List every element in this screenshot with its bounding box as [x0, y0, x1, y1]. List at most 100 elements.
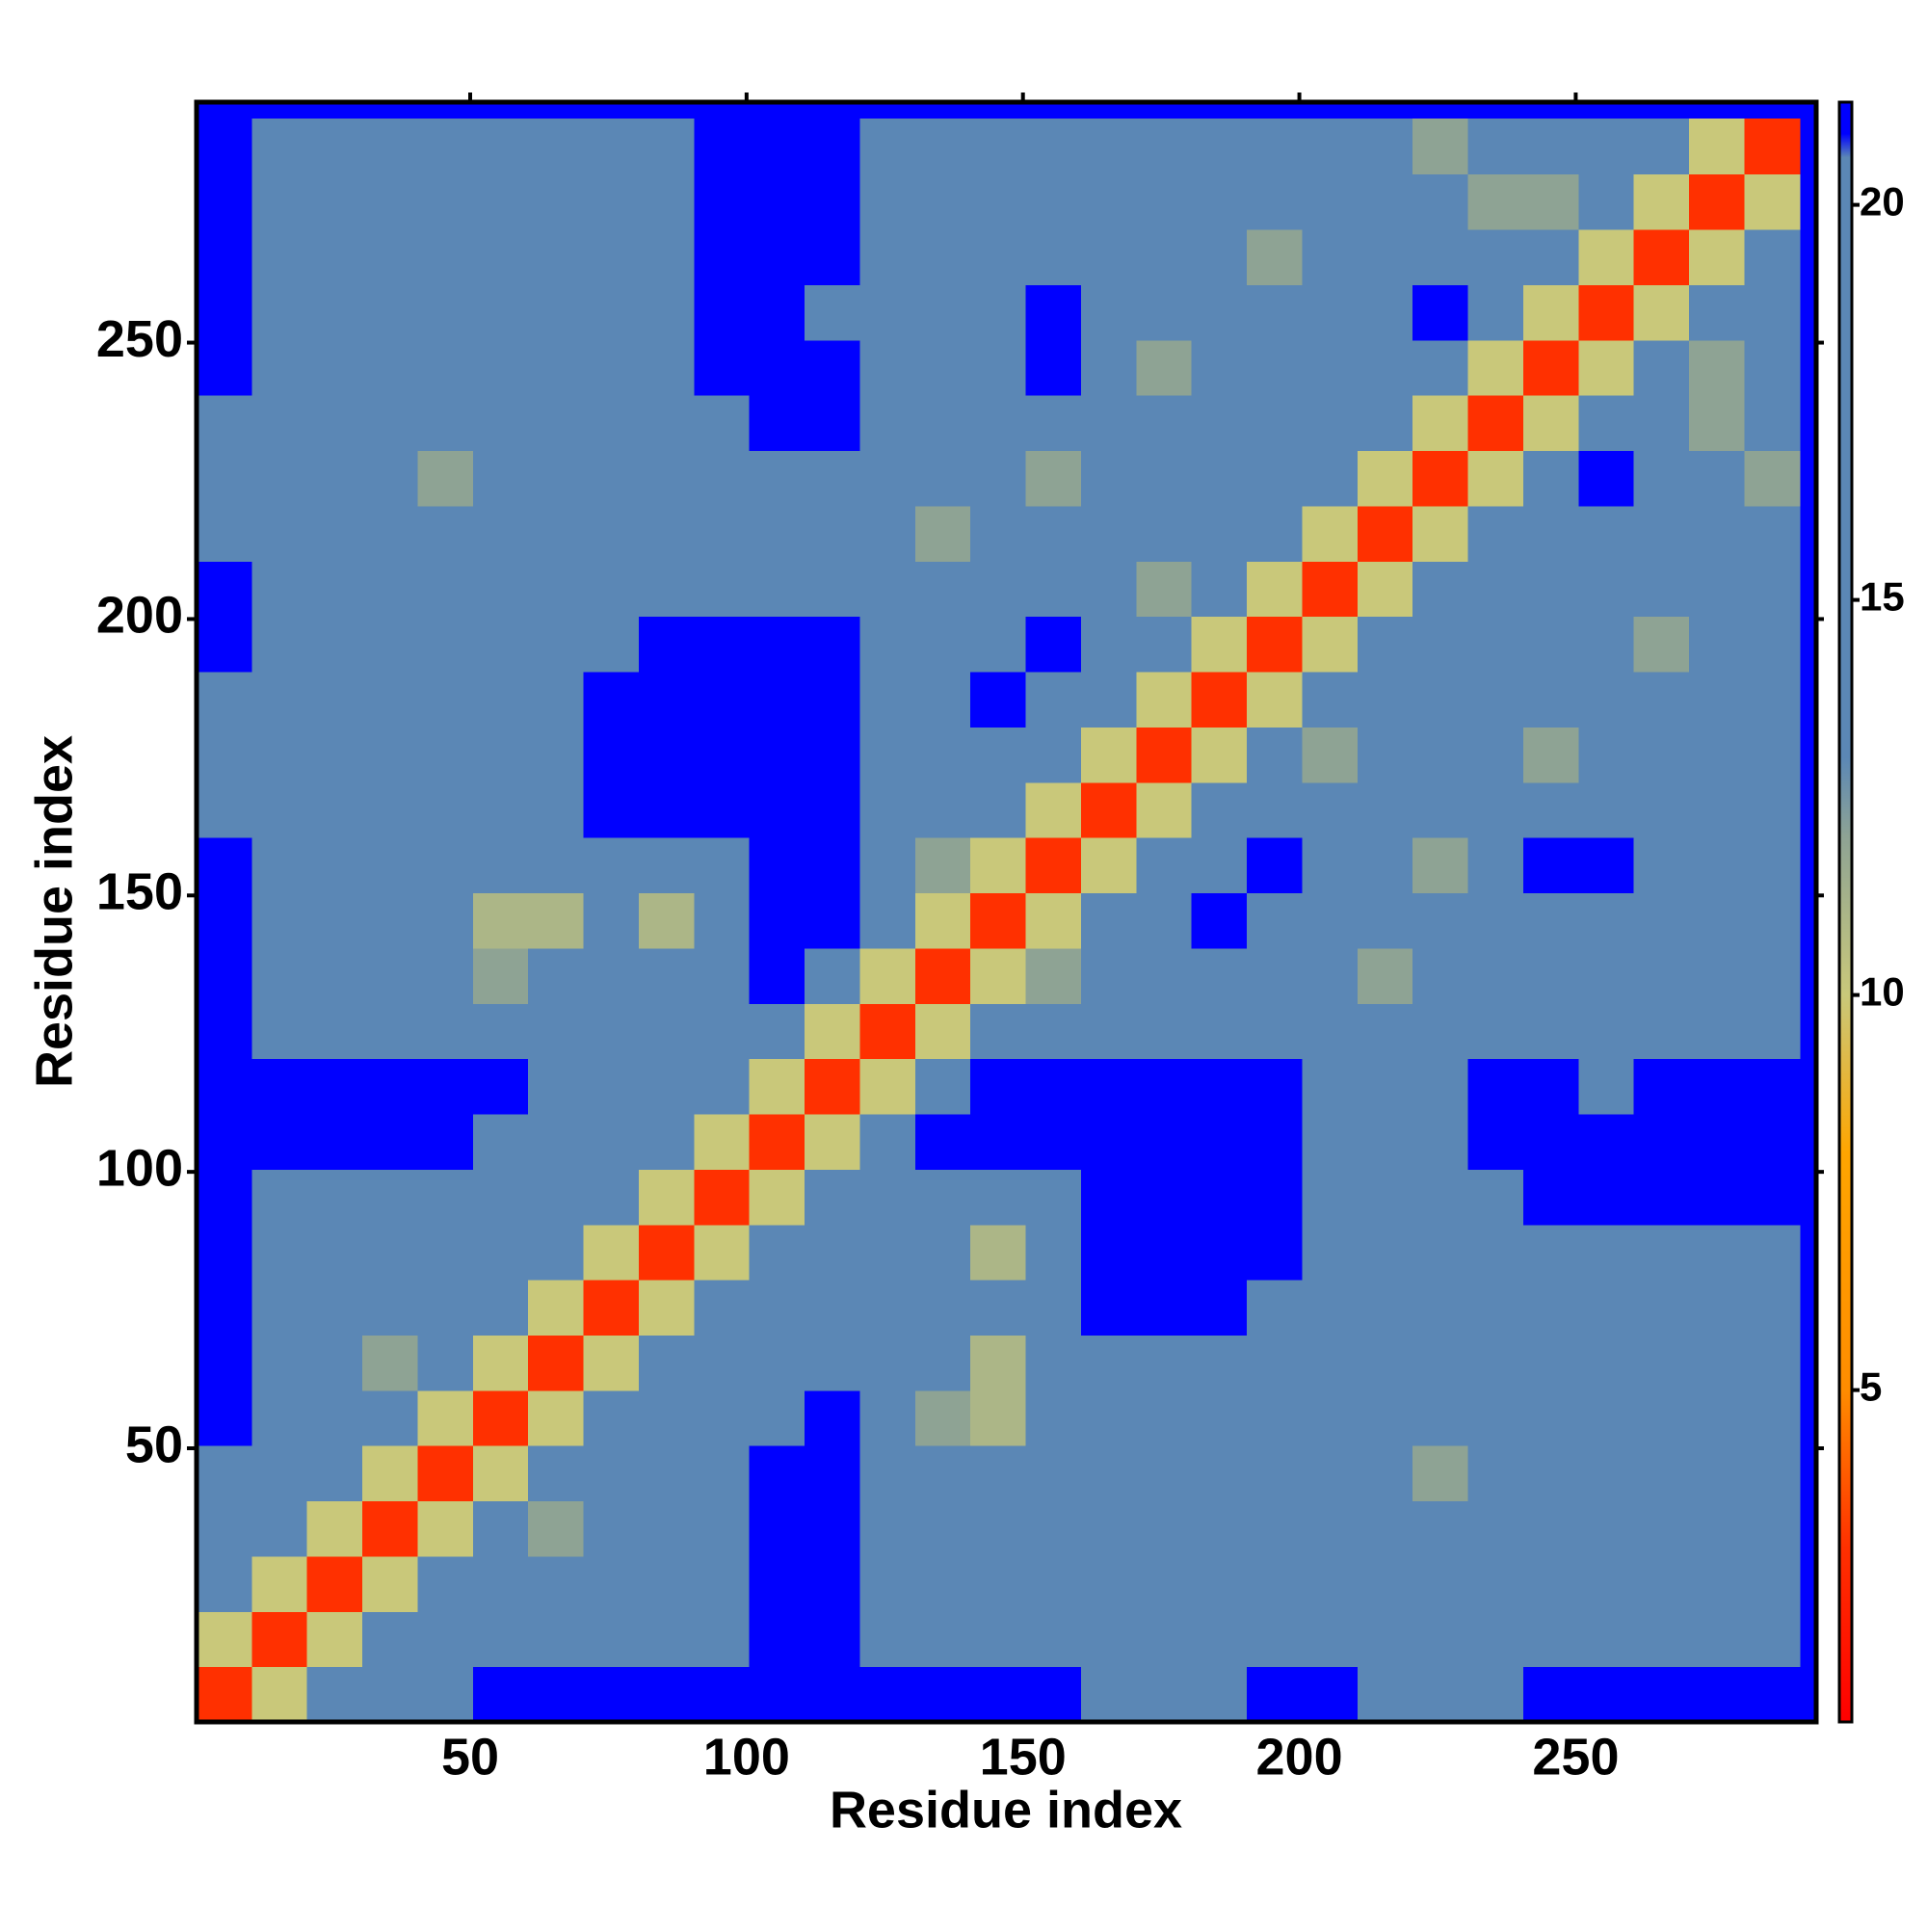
heatmap-cell	[306, 395, 363, 452]
heatmap-cell	[1191, 505, 1248, 562]
heatmap-cell	[1302, 1335, 1359, 1391]
heatmap-cell	[638, 1003, 695, 1060]
heatmap-cell	[1578, 228, 1635, 285]
heatmap-cell	[251, 1003, 308, 1060]
heatmap-cell	[749, 1169, 805, 1226]
heatmap-cell	[1412, 119, 1469, 175]
heatmap-cell	[197, 505, 252, 562]
heatmap-cell	[1025, 1335, 1082, 1391]
heatmap-cell	[638, 505, 695, 562]
heatmap-cell	[1633, 671, 1690, 728]
heatmap-cell	[1522, 671, 1579, 728]
heatmap-cell	[749, 1611, 805, 1668]
heatmap-cell	[1191, 1058, 1248, 1115]
heatmap-cell	[914, 1058, 971, 1115]
heatmap-cell	[197, 1169, 252, 1226]
heatmap-cell	[914, 1445, 971, 1502]
heatmap-cell	[1025, 837, 1082, 894]
heatmap-cell	[970, 1003, 1027, 1060]
heatmap-cell	[1080, 837, 1137, 894]
heatmap-cell	[1191, 892, 1248, 949]
heatmap-cell	[1302, 450, 1359, 507]
heatmap-cell	[1080, 616, 1137, 673]
heatmap-cell	[1689, 561, 1746, 618]
heatmap-cell	[1136, 671, 1193, 728]
heatmap-cell	[970, 781, 1027, 838]
heatmap-cell	[197, 119, 252, 175]
heatmap-cell	[805, 892, 861, 949]
heatmap-cell	[638, 947, 695, 1004]
heatmap-cell	[528, 450, 585, 507]
heatmap-cell	[1136, 561, 1193, 618]
heatmap-cell	[859, 119, 916, 175]
heatmap-cell	[1025, 1555, 1082, 1612]
heatmap-cell	[1467, 173, 1524, 230]
heatmap-cell	[1412, 339, 1469, 396]
heatmap-cell	[528, 1113, 585, 1170]
heatmap-cell	[1247, 1389, 1304, 1446]
heatmap-cell	[472, 781, 529, 838]
heatmap-cell	[805, 781, 861, 838]
heatmap-cell	[417, 837, 474, 894]
heatmap-cell	[1633, 505, 1690, 562]
heatmap-cell	[306, 1389, 363, 1446]
heatmap-cell	[638, 1113, 695, 1170]
heatmap-cell	[1136, 1058, 1193, 1115]
heatmap-cell	[970, 1058, 1027, 1115]
heatmap-cell	[1467, 1445, 1524, 1502]
heatmap-cell	[1412, 1389, 1469, 1446]
heatmap-cell	[805, 1445, 861, 1502]
heatmap-cell	[694, 1445, 751, 1502]
heatmap-cell	[859, 1280, 916, 1336]
heatmap-cell	[1302, 1500, 1359, 1557]
heatmap-cell	[306, 892, 363, 949]
heatmap-cell	[1578, 1003, 1635, 1060]
heatmap-cell	[1412, 1335, 1469, 1391]
heatmap-cell	[859, 781, 916, 838]
heatmap-cell	[1633, 1500, 1690, 1557]
heatmap-cell	[472, 837, 529, 894]
heatmap-cell	[1025, 284, 1082, 341]
heatmap-cell	[197, 1389, 252, 1446]
heatmap-cell	[1467, 450, 1524, 507]
heatmap-cell	[1689, 837, 1746, 894]
heatmap-cell	[197, 837, 252, 894]
heatmap-cell	[1578, 947, 1635, 1004]
heatmap-cell	[528, 727, 585, 783]
heatmap-cell	[638, 395, 695, 452]
heatmap-cell	[528, 395, 585, 452]
heatmap-cell	[1522, 1445, 1579, 1502]
heatmap-cell	[805, 339, 861, 396]
heatmap-cell	[1467, 892, 1524, 949]
heatmap-cell	[1136, 1611, 1193, 1668]
heatmap-cell	[749, 1113, 805, 1170]
heatmap-cell	[1689, 1224, 1746, 1281]
heatmap-cell	[1522, 228, 1579, 285]
heatmap-cell	[417, 339, 474, 396]
heatmap-cell	[1522, 947, 1579, 1004]
heatmap-cell	[1025, 228, 1082, 285]
heatmap-cell	[528, 1280, 585, 1336]
heatmap-cell	[472, 505, 529, 562]
heatmap-cell	[1689, 1389, 1746, 1446]
heatmap-cell	[1689, 1666, 1746, 1722]
heatmap-cell	[417, 1389, 474, 1446]
heatmap-cell	[362, 837, 419, 894]
heatmap-cell	[1522, 1224, 1579, 1281]
heatmap-cell	[638, 837, 695, 894]
heatmap-cell	[914, 947, 971, 1004]
heatmap-cell	[306, 1224, 363, 1281]
heatmap-cell	[970, 119, 1027, 175]
heatmap-cell	[1522, 837, 1579, 894]
heatmap-cell	[528, 616, 585, 673]
heatmap-cell	[1689, 1280, 1746, 1336]
heatmap-cell	[805, 671, 861, 728]
heatmap-cell	[472, 1666, 529, 1722]
heatmap-cell	[1191, 616, 1248, 673]
heatmap-cell	[197, 1611, 252, 1668]
heatmap-cell	[914, 1003, 971, 1060]
heatmap-cell	[528, 1611, 585, 1668]
heatmap-cell	[1578, 781, 1635, 838]
heatmap-cell	[805, 727, 861, 783]
heatmap-cell	[1247, 781, 1304, 838]
